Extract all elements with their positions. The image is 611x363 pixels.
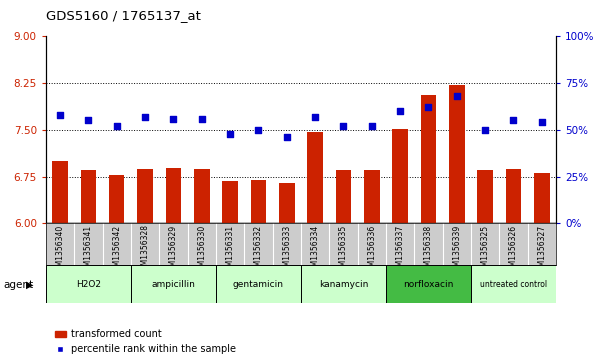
Point bbox=[395, 108, 405, 114]
Point bbox=[423, 105, 433, 110]
Legend: transformed count, percentile rank within the sample: transformed count, percentile rank withi… bbox=[51, 326, 240, 358]
Point bbox=[55, 112, 65, 118]
Text: GSM1356327: GSM1356327 bbox=[537, 224, 546, 276]
Text: norfloxacin: norfloxacin bbox=[403, 280, 453, 289]
Text: GSM1356329: GSM1356329 bbox=[169, 224, 178, 276]
Bar bbox=[477, 170, 493, 363]
Point bbox=[197, 116, 207, 122]
Text: GSM1356331: GSM1356331 bbox=[225, 224, 235, 276]
Bar bbox=[166, 168, 181, 363]
Bar bbox=[216, 265, 301, 303]
Point bbox=[537, 119, 547, 125]
Bar bbox=[392, 129, 408, 363]
Point bbox=[367, 123, 376, 129]
Text: GSM1356340: GSM1356340 bbox=[56, 224, 65, 276]
Point bbox=[480, 127, 490, 133]
Bar bbox=[449, 85, 464, 363]
Text: GSM1356342: GSM1356342 bbox=[112, 224, 121, 276]
Point bbox=[508, 118, 518, 123]
Text: untreated control: untreated control bbox=[480, 280, 547, 289]
Point bbox=[338, 123, 348, 129]
Text: GSM1356333: GSM1356333 bbox=[282, 224, 291, 276]
Bar bbox=[335, 170, 351, 363]
Point bbox=[225, 131, 235, 136]
Text: kanamycin: kanamycin bbox=[319, 280, 368, 289]
Bar bbox=[279, 183, 295, 363]
Bar bbox=[131, 265, 216, 303]
Text: GSM1356326: GSM1356326 bbox=[509, 224, 518, 276]
Text: GSM1356338: GSM1356338 bbox=[424, 224, 433, 276]
Point bbox=[112, 123, 122, 129]
Text: GSM1356335: GSM1356335 bbox=[339, 224, 348, 276]
Text: GSM1356337: GSM1356337 bbox=[395, 224, 404, 276]
Bar bbox=[222, 181, 238, 363]
Bar bbox=[420, 95, 436, 363]
Bar bbox=[251, 180, 266, 363]
Bar bbox=[301, 265, 386, 303]
Text: GSM1356325: GSM1356325 bbox=[481, 224, 489, 276]
Bar bbox=[46, 265, 131, 303]
Bar bbox=[194, 169, 210, 363]
Bar bbox=[137, 169, 153, 363]
Text: GSM1356334: GSM1356334 bbox=[310, 224, 320, 276]
Text: GSM1356330: GSM1356330 bbox=[197, 224, 207, 276]
Text: gentamicin: gentamicin bbox=[233, 280, 284, 289]
Text: H2O2: H2O2 bbox=[76, 280, 101, 289]
Bar bbox=[506, 169, 521, 363]
Text: GSM1356341: GSM1356341 bbox=[84, 224, 93, 276]
Text: ▶: ▶ bbox=[26, 280, 33, 290]
Bar bbox=[364, 170, 379, 363]
Point bbox=[452, 93, 462, 99]
Point bbox=[310, 114, 320, 119]
Text: ampicillin: ampicillin bbox=[152, 280, 196, 289]
Point bbox=[140, 114, 150, 119]
Point bbox=[282, 134, 291, 140]
Bar bbox=[471, 265, 556, 303]
Bar bbox=[109, 175, 125, 363]
Bar bbox=[81, 170, 96, 363]
Point bbox=[84, 118, 93, 123]
Text: GSM1356332: GSM1356332 bbox=[254, 224, 263, 276]
Bar bbox=[52, 161, 68, 363]
Text: GDS5160 / 1765137_at: GDS5160 / 1765137_at bbox=[46, 9, 200, 22]
Text: GSM1356328: GSM1356328 bbox=[141, 224, 150, 276]
Bar bbox=[307, 132, 323, 363]
Bar bbox=[534, 173, 550, 363]
Point bbox=[169, 116, 178, 122]
Text: GSM1356339: GSM1356339 bbox=[452, 224, 461, 276]
Point bbox=[254, 127, 263, 133]
Bar bbox=[386, 265, 471, 303]
Text: GSM1356336: GSM1356336 bbox=[367, 224, 376, 276]
Text: agent: agent bbox=[3, 280, 33, 290]
